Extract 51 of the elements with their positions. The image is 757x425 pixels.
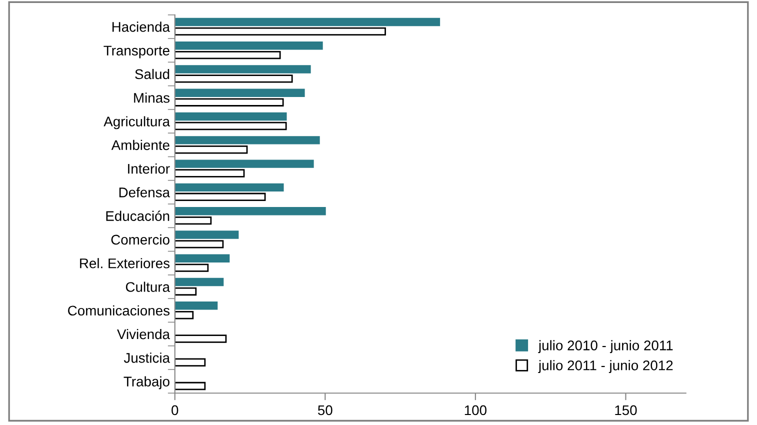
y-tick-label: Transporte [104, 46, 170, 58]
y-tick-label: Trabajo [124, 376, 170, 390]
bar [174, 169, 245, 178]
y-tick-label: Minas [134, 92, 170, 103]
bar [174, 146, 248, 154]
bar [174, 264, 209, 272]
y-tick-label: Defensa [119, 187, 170, 198]
bar [174, 382, 206, 390]
bar [174, 206, 326, 216]
bar [174, 74, 293, 83]
bar [174, 42, 323, 50]
y-tick-label: Cultura [126, 282, 170, 292]
y-tick-label: Interior [128, 164, 170, 174]
y-tick-label: Comunicaciones [68, 305, 170, 316]
bar [174, 192, 266, 202]
bar [174, 240, 224, 248]
bar [174, 160, 314, 168]
legend-label: julio 2010 - junio 2011 [538, 340, 673, 354]
bar [174, 50, 281, 60]
y-tick-label: Agricultura [104, 116, 170, 130]
y-tick-label: Salud [135, 68, 170, 80]
y-tick-label: Ambiente [111, 140, 170, 150]
y-tick-label: Hacienda [112, 22, 170, 32]
x-tick-label: 0 [172, 405, 178, 416]
bar [174, 183, 284, 192]
bar [174, 358, 206, 366]
bar [174, 122, 287, 130]
y-tick-label: Justicia [124, 352, 170, 363]
bar [174, 136, 320, 144]
legend-label: julio 2011 - junio 2012 [538, 360, 673, 374]
y-tick-label: Educación [106, 210, 170, 221]
bar [174, 334, 227, 343]
bar [174, 98, 284, 106]
bar [174, 65, 311, 74]
bar [174, 311, 194, 320]
bar [174, 27, 386, 36]
y-tick-label: Rel. Exteriores [80, 258, 170, 268]
y-tick-label: Comercio [111, 234, 170, 245]
bar [174, 216, 212, 225]
bar [174, 112, 287, 121]
bar [174, 278, 224, 286]
bar [174, 230, 239, 239]
bar [174, 287, 197, 296]
bar [174, 88, 305, 97]
bar [174, 302, 218, 310]
x-tick-label: 150 [615, 405, 637, 416]
x-tick-label: 50 [318, 405, 332, 416]
y-tick-label: Vivienda [117, 328, 170, 340]
x-tick-label: 100 [464, 405, 486, 416]
bar [174, 18, 440, 26]
bar [174, 254, 230, 262]
